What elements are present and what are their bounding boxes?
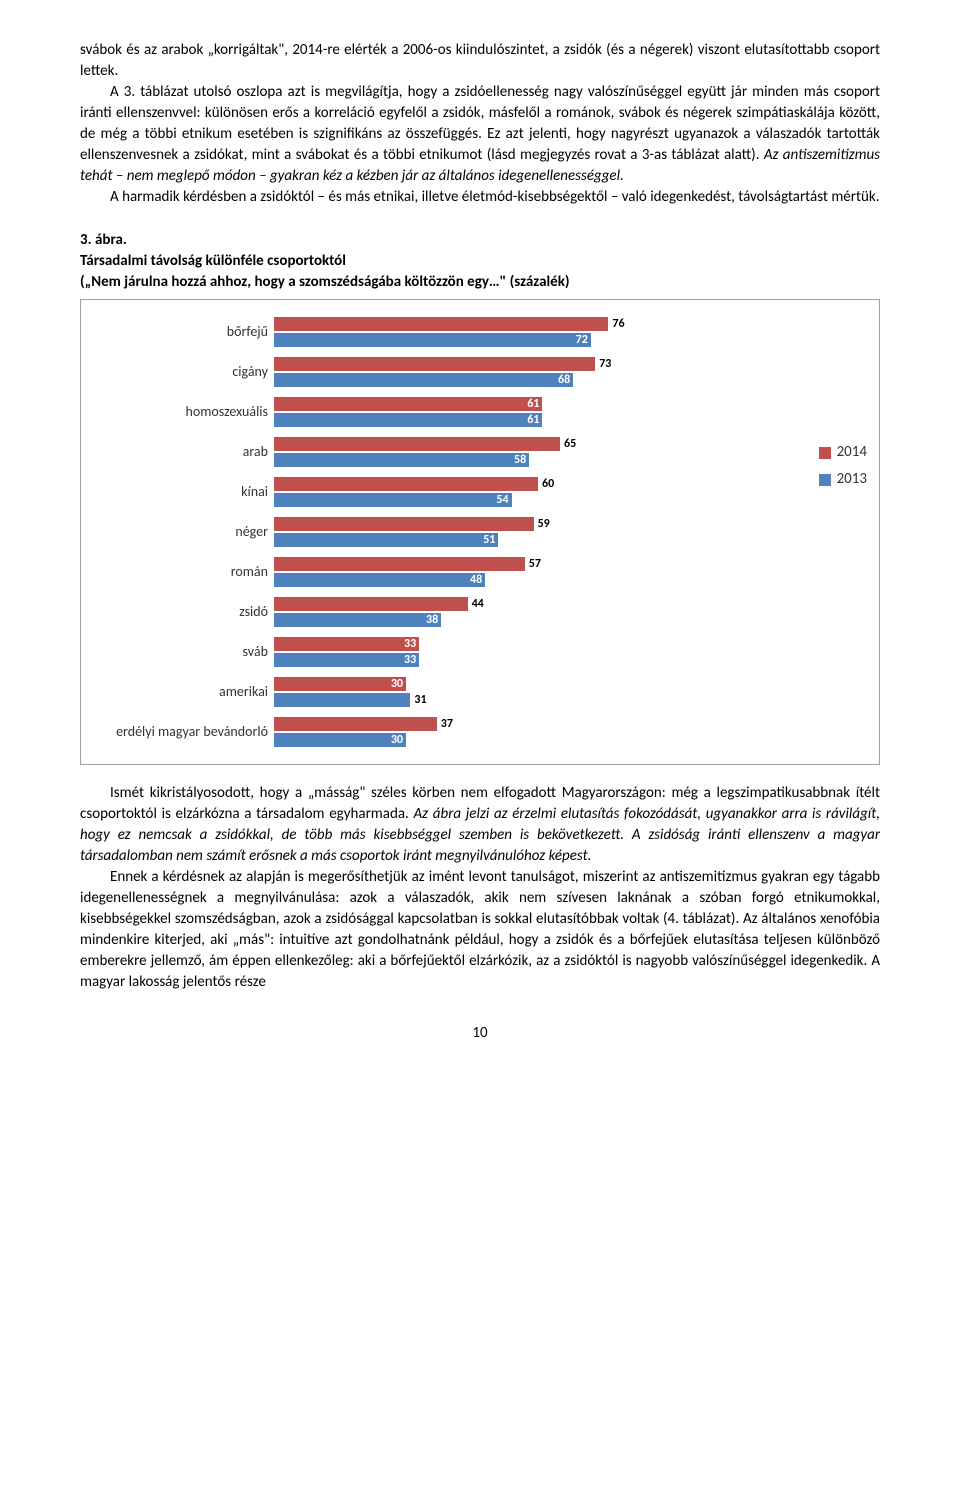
chart-bar-group: 3730: [274, 715, 807, 749]
bar-2014: 30: [274, 677, 406, 691]
legend-label-2013: 2013: [837, 469, 867, 490]
bar-2013: 31: [274, 693, 410, 707]
chart-category-label: arab: [89, 442, 274, 462]
chart-bar-group: 4438: [274, 595, 807, 629]
bar-2013: 33: [274, 653, 419, 667]
chart-row: zsidó4438: [89, 592, 807, 632]
bar-value-2014: 65: [564, 436, 576, 453]
bar-value-2014: 60: [542, 476, 554, 493]
paragraph-4: Ismét kikristályosodott, hogy a „másság"…: [80, 783, 880, 867]
chart-row: cigány7368: [89, 352, 807, 392]
bar-2013: 61: [274, 413, 542, 427]
bar-value-2013: 51: [483, 532, 495, 549]
paragraph-2: A 3. táblázat utolsó oszlopa azt is megv…: [80, 82, 880, 187]
chart-row: arab6558: [89, 432, 807, 472]
bar-value-2013: 61: [527, 412, 539, 429]
bar-value-2013: 30: [391, 732, 403, 749]
legend-swatch-2013: [819, 474, 831, 486]
paragraph-5: Ennek a kérdésnek az alapján is megerősí…: [80, 867, 880, 993]
bar-2014: 57: [274, 557, 525, 571]
bar-2014: 33: [274, 637, 419, 651]
bar-2013: 68: [274, 373, 573, 387]
bar-2014: 44: [274, 597, 468, 611]
chart-row: bőrfejű7672: [89, 312, 807, 352]
bar-value-2013: 33: [404, 652, 416, 669]
bar-2014: 61: [274, 397, 542, 411]
chart-category-label: bőrfejű: [89, 322, 274, 342]
chart-category-label: homoszexuális: [89, 402, 274, 422]
bar-2014: 37: [274, 717, 437, 731]
chart-row: homoszexuális6161: [89, 392, 807, 432]
chart-row: erdélyi magyar bevándorló3730: [89, 712, 807, 752]
bar-value-2013: 54: [496, 492, 508, 509]
chart-bar-group: 6558: [274, 435, 807, 469]
bar-chart: bőrfejű7672cigány7368homoszexuális6161ar…: [80, 299, 880, 765]
chart-category-label: román: [89, 562, 274, 582]
chart-category-label: erdélyi magyar bevándorló: [89, 722, 274, 742]
chart-bar-group: 3333: [274, 635, 807, 669]
chart-title: Társadalmi távolság különféle csoportokt…: [80, 251, 880, 272]
bar-2013: 58: [274, 453, 529, 467]
chart-category-label: sváb: [89, 642, 274, 662]
bar-2014: 65: [274, 437, 560, 451]
chart-row: román5748: [89, 552, 807, 592]
chart-bar-group: 6054: [274, 475, 807, 509]
bar-2013: 48: [274, 573, 485, 587]
chart-bar-group: 7368: [274, 355, 807, 389]
chart-bar-group: 3031: [274, 675, 807, 709]
chart-category-label: cigány: [89, 362, 274, 382]
chart-category-label: amerikai: [89, 682, 274, 702]
bar-value-2013: 58: [514, 452, 526, 469]
chart-row: sváb3333: [89, 632, 807, 672]
page-number: 10: [80, 1023, 880, 1044]
chart-bar-group: 5748: [274, 555, 807, 589]
bar-value-2014: 30: [391, 676, 403, 693]
chart-bar-group: 5951: [274, 515, 807, 549]
bar-2014: 59: [274, 517, 534, 531]
bar-value-2014: 37: [441, 716, 453, 733]
bar-2013: 30: [274, 733, 406, 747]
bar-value-2014: 76: [612, 316, 624, 333]
chart-category-label: zsidó: [89, 602, 274, 622]
bar-value-2013: 68: [558, 372, 570, 389]
bar-value-2014: 33: [404, 636, 416, 653]
bar-value-2013: 72: [576, 332, 588, 349]
chart-bar-group: 7672: [274, 315, 807, 349]
chart-row: kínai6054: [89, 472, 807, 512]
paragraph-3: A harmadik kérdésben a zsidóktól – és má…: [80, 187, 880, 208]
bar-2013: 72: [274, 333, 591, 347]
bar-2013: 51: [274, 533, 498, 547]
chart-subtitle: („Nem járulna hozzá ahhoz, hogy a szomsz…: [80, 272, 880, 293]
chart-category-label: néger: [89, 522, 274, 542]
bar-value-2014: 73: [599, 356, 611, 373]
legend-item-2013: 2013: [819, 469, 867, 490]
bar-value-2014: 61: [527, 396, 539, 413]
bar-2013: 38: [274, 613, 441, 627]
chart-bar-group: 6161: [274, 395, 807, 429]
bar-2014: 60: [274, 477, 538, 491]
legend-item-2014: 2014: [819, 442, 867, 463]
chart-legend: 2014 2013: [819, 442, 867, 496]
bar-2014: 76: [274, 317, 608, 331]
bar-value-2013: 48: [470, 572, 482, 589]
chart-rows: bőrfejű7672cigány7368homoszexuális6161ar…: [89, 312, 807, 752]
legend-swatch-2014: [819, 447, 831, 459]
chart-category-label: kínai: [89, 482, 274, 502]
legend-label-2014: 2014: [837, 442, 867, 463]
bar-value-2014: 44: [472, 596, 484, 613]
chart-row: amerikai3031: [89, 672, 807, 712]
paragraph-2a: A 3. táblázat utolsó oszlopa azt is megv…: [80, 83, 880, 164]
bar-value-2013: 38: [426, 612, 438, 629]
bar-value-2014: 57: [529, 556, 541, 573]
bar-value-2014: 59: [538, 516, 550, 533]
bar-2014: 73: [274, 357, 595, 371]
bar-value-2013: 31: [414, 692, 426, 709]
chart-row: néger5951: [89, 512, 807, 552]
paragraph-1: svábok és az arabok „korrigáltak", 2014-…: [80, 40, 880, 82]
figure-number: 3. ábra.: [80, 230, 880, 251]
bar-2013: 54: [274, 493, 512, 507]
